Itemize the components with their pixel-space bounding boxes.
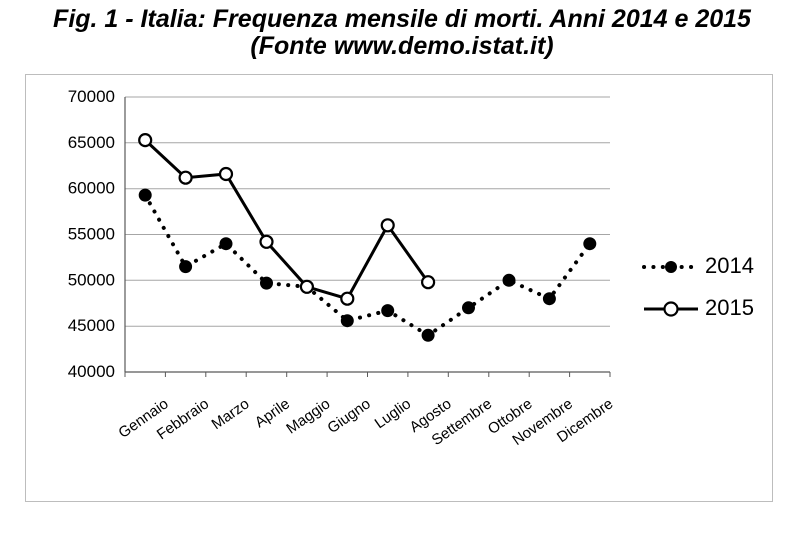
svg-text:70000: 70000 [68,87,115,106]
svg-text:55000: 55000 [68,225,115,244]
svg-text:Marzo: Marzo [209,395,253,433]
svg-text:2014: 2014 [705,253,754,278]
svg-text:Giugno: Giugno [324,395,373,437]
svg-text:40000: 40000 [68,362,115,381]
svg-text:45000: 45000 [68,316,115,335]
svg-text:Maggio: Maggio [283,395,333,437]
svg-text:50000: 50000 [68,270,115,289]
svg-text:2015: 2015 [705,295,754,320]
svg-text:Luglio: Luglio [372,395,415,432]
svg-text:60000: 60000 [68,179,115,198]
svg-text:65000: 65000 [68,133,115,152]
